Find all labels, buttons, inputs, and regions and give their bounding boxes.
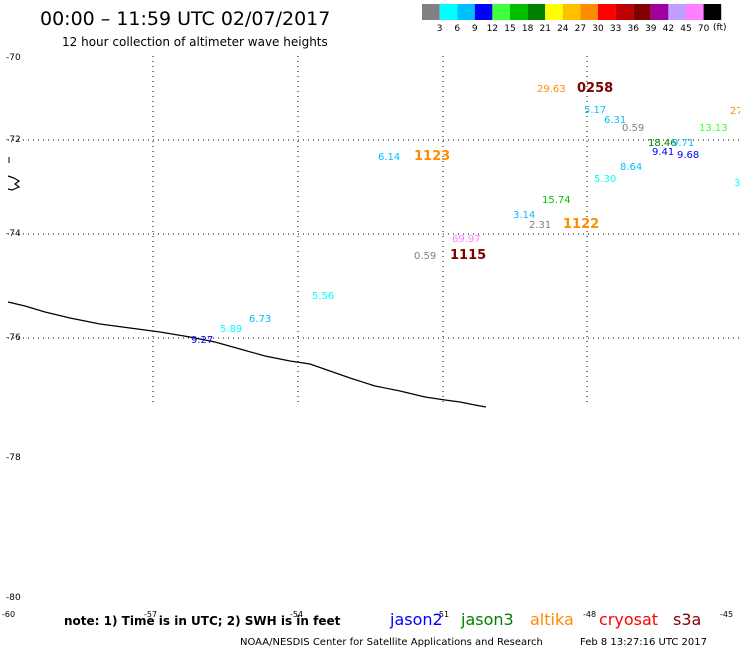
wave-height-label: 3.14 [513,210,535,221]
lat-label: -70 [6,53,21,63]
wave-height-label: 6.73 [249,314,271,325]
credit-line: NOAA/NESDIS Center for Satellite Applica… [240,637,543,648]
wave-height-label: 15.74 [542,195,571,206]
wave-height-label: 27 [730,106,740,117]
wave-height-label: 29.63 [537,84,566,95]
wave-height-label: 9.68 [677,150,699,161]
wave-height-label: 9.71 [672,138,694,149]
legend-tick-label: 36 [627,24,639,34]
legend-tick-label: 6 [454,24,460,34]
lat-label: -76 [6,333,21,343]
legend-tick-label: 33 [610,24,621,34]
legend-swatch [615,4,634,20]
legend-swatch [439,4,458,20]
footer-note: note: 1) Time is in UTC; 2) SWH is in fe… [64,614,341,628]
legend-swatch [474,4,493,20]
legend-tick-label: 39 [645,24,657,34]
altimeter-observations: 29.63 02585.176.310.592713.1318.469.719.4… [191,81,740,346]
lat-label: -72 [6,135,21,145]
legend-swatch [510,4,528,20]
satellite-cryosat: cryosat [599,610,658,629]
lat-label: -74 [6,229,21,239]
legend-tick-label: 9 [472,24,478,34]
legend-swatch [633,4,651,20]
observation-time-label: 1115 [450,248,486,263]
legend-tick-label: 70 [698,24,710,34]
legend-swatch [545,4,563,20]
legend-swatch [668,4,686,20]
wave-height-label: 69.97 [452,234,481,245]
wave-height-label: 9.41 [652,147,674,158]
generated-timestamp: Feb 8 13:27:16 UTC 2017 [580,637,707,648]
legend-tick-label: 18 [522,24,534,34]
satellite-jason3: jason3 [460,610,514,629]
wave-height-label: 5.56 [312,291,334,302]
legend-swatch [580,4,598,20]
wave-height-label: 3 [734,178,740,189]
legend-tick-label: 30 [592,24,604,34]
wave-height-label: 9.27 [191,335,213,346]
legend-swatch [562,4,581,20]
wave-height-label: 0.59 [622,123,644,134]
lon-label: -51 [436,610,449,619]
legend-tick-label: 42 [663,24,674,34]
antarctic-coastline [7,301,487,408]
wave-height-label: 5.17 [584,105,606,116]
legend-tick-label: 27 [575,24,586,34]
satellite-legend: jason2 jason3 altika cryosat s3a [389,610,701,629]
legend-swatch [703,4,722,20]
legend-swatch [598,4,616,20]
lat-label: -80 [6,593,21,603]
wave-height-label: 0.59 [414,251,436,262]
wave-height-label: 8.64 [620,162,642,173]
legend-tick-label: 45 [680,24,691,34]
coastline-fragment [7,175,21,191]
satellite-jason2: jason2 [389,610,443,629]
wave-height-label: 5.89 [220,324,242,335]
lon-label: -45 [720,610,733,619]
observation-time-label: 1122 [563,217,599,232]
legend-tick-label: 3 [437,24,443,34]
wave-height-label: 18.46 [648,138,677,149]
wave-height-label: 5.30 [594,174,616,185]
observation-time-label: 0258 [577,81,613,96]
lat-label: -78 [6,453,21,463]
wave-height-label: 6.31 [604,115,626,126]
map-title: 00:00 – 11:59 UTC 02/07/2017 [40,8,330,30]
wave-height-label: 2.31 [529,220,551,231]
legend-tick-label: 12 [487,24,498,34]
lon-label: -57 [144,610,157,619]
legend-swatch [492,4,510,20]
legend-swatch [422,4,440,20]
latitude-labels: -70 -72 -74 -76 -78 -80 [6,53,21,603]
map-subtitle: 12 hour collection of altimeter wave hei… [62,35,328,49]
color-scale-legend: 3 6 9 12 15 18 21 24 27 30 33 36 39 42 45 70 [422,4,722,34]
satellite-s3a: s3a [673,610,701,629]
satellite-altika: altika [530,610,574,629]
lon-label: -48 [583,610,596,619]
wave-height-label: 13.13 [699,123,728,134]
lon-label: -60 [2,610,15,619]
legend-unit: (ft) [713,23,727,33]
legend-swatch [686,4,704,20]
legend-tick-label: 24 [557,24,569,34]
legend-swatch [650,4,669,20]
observation-time-label: 1123 [414,149,450,164]
legend-swatch [527,4,546,20]
legend-swatch [457,4,475,20]
longitude-labels: -60 -57 -54 -51 -48 -45 [2,610,733,619]
graticule [8,56,740,406]
wave-height-label: 6.14 [378,152,400,163]
lon-label: -54 [290,610,303,619]
legend-tick-label: 21 [539,24,550,34]
legend-tick-label: 15 [504,24,515,34]
